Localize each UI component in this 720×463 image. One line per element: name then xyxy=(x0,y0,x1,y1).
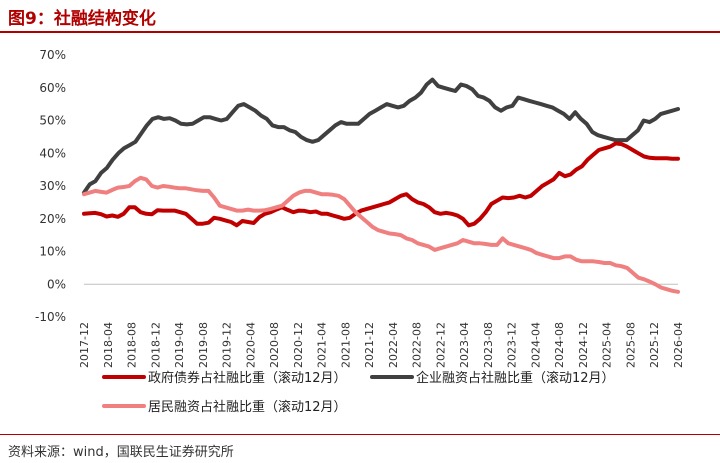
series-lines xyxy=(82,77,680,294)
y-tick-label: -10% xyxy=(35,310,66,324)
x-tick-label: 2019-04 xyxy=(173,322,186,368)
y-tick-label: 50% xyxy=(39,114,66,128)
series-line-2 xyxy=(82,77,680,195)
y-tick-label: 70% xyxy=(39,48,66,62)
legend-label: 政府债券占社融比重（滚动12月） xyxy=(148,370,347,386)
x-tick-label: 2024-08 xyxy=(553,322,566,368)
legend-label: 居民融资占社融比重（滚动12月） xyxy=(148,399,347,415)
page-title: 图9：社融结构变化 xyxy=(8,9,156,29)
legend-label: 企业融资占社融比重（滚动12月） xyxy=(416,370,615,386)
y-tick-label: 10% xyxy=(39,245,66,259)
x-tick-label: 2025-08 xyxy=(624,322,637,368)
x-tick-label: 2020-04 xyxy=(244,322,257,368)
x-axis: 2017-12 2018-04 2018-08 2018-12 2019-04 2019-… xyxy=(78,322,685,368)
title-rule xyxy=(0,31,720,33)
x-tick-label: 2021-12 xyxy=(363,322,376,368)
y-tick-label: 0% xyxy=(47,277,66,291)
series-line-3 xyxy=(82,175,680,294)
series-line-1 xyxy=(82,141,680,228)
x-tick-label: 2018-08 xyxy=(126,322,139,368)
x-tick-label: 2022-08 xyxy=(411,322,424,368)
x-tick-label: 2022-04 xyxy=(387,322,400,368)
x-tick-label: 2020-08 xyxy=(268,322,281,368)
x-tick-label: 2018-04 xyxy=(102,322,115,368)
x-tick-label: 2021-08 xyxy=(339,322,352,368)
legend: 政府债券占社融比重（滚动12月） 企业融资占社融比重（滚动12月） 居民融资占社融比… xyxy=(102,370,615,415)
x-tick-label: 2023-04 xyxy=(458,322,471,368)
x-tick-label: 2020-12 xyxy=(292,322,305,368)
x-tick-label: 2017-12 xyxy=(78,322,91,368)
y-tick-label: 30% xyxy=(39,179,66,193)
y-tick-label: 40% xyxy=(39,146,66,160)
source-note: 资料来源：wind，国联民生证券研究所 xyxy=(8,445,234,460)
y-tick-label: 60% xyxy=(39,81,66,95)
x-tick-label: 2024-12 xyxy=(577,322,590,368)
x-tick-label: 2023-12 xyxy=(506,322,519,368)
x-tick-label: 2022-12 xyxy=(434,322,447,368)
x-tick-label: 2018-12 xyxy=(149,322,162,368)
x-tick-label: 2025-12 xyxy=(648,322,661,368)
footer-rule xyxy=(0,434,720,435)
x-tick-label: 2021-04 xyxy=(316,322,329,368)
x-tick-label: 2025-04 xyxy=(601,322,614,368)
x-tick-label: 2024-04 xyxy=(529,322,542,368)
x-tick-label: 2026-04 xyxy=(672,322,685,368)
y-tick-label: 20% xyxy=(39,212,66,226)
x-tick-label: 2019-08 xyxy=(197,322,210,368)
y-axis: -10% 0% 10% 20% 30% 40% 50% 60% 70% xyxy=(35,48,66,324)
x-tick-label: 2019-12 xyxy=(221,322,234,368)
x-tick-label: 2023-08 xyxy=(482,322,495,368)
